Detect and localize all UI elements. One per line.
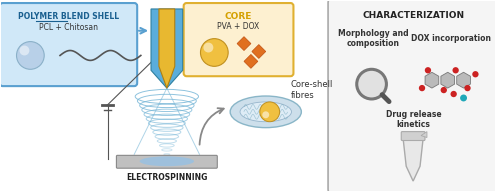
Text: Core-shell
fibres: Core-shell fibres: [290, 80, 333, 100]
Text: PVA + DOX: PVA + DOX: [218, 22, 260, 31]
Circle shape: [464, 85, 470, 91]
Text: DOX incorporation: DOX incorporation: [410, 34, 490, 43]
Circle shape: [16, 42, 44, 69]
Text: Drug release
kinetics: Drug release kinetics: [386, 110, 442, 129]
Circle shape: [356, 69, 386, 99]
Circle shape: [260, 102, 280, 122]
Text: PCL + Chitosan: PCL + Chitosan: [39, 23, 98, 32]
Polygon shape: [252, 45, 266, 58]
FancyBboxPatch shape: [328, 0, 499, 192]
Polygon shape: [425, 72, 439, 88]
Text: ELECTROSPINNING: ELECTROSPINNING: [126, 173, 208, 182]
Text: Morphology and
composition: Morphology and composition: [338, 29, 409, 48]
Circle shape: [452, 67, 459, 74]
Polygon shape: [237, 37, 251, 50]
Text: POLYMER BLEND SHELL: POLYMER BLEND SHELL: [18, 12, 119, 21]
Circle shape: [204, 43, 214, 52]
Text: CORE: CORE: [225, 12, 252, 21]
Circle shape: [472, 71, 478, 77]
Circle shape: [425, 67, 431, 74]
Ellipse shape: [240, 102, 292, 122]
Polygon shape: [403, 140, 423, 181]
FancyBboxPatch shape: [116, 155, 218, 168]
Circle shape: [450, 91, 457, 97]
Polygon shape: [421, 132, 427, 137]
Text: CHARACTERIZATION: CHARACTERIZATION: [362, 11, 464, 20]
Ellipse shape: [230, 96, 302, 128]
FancyBboxPatch shape: [0, 3, 137, 86]
Circle shape: [440, 87, 447, 93]
Circle shape: [460, 94, 467, 101]
Polygon shape: [456, 72, 470, 88]
Polygon shape: [244, 55, 258, 68]
Polygon shape: [151, 9, 182, 88]
Polygon shape: [159, 9, 175, 88]
Circle shape: [262, 111, 269, 118]
FancyBboxPatch shape: [184, 3, 294, 76]
Polygon shape: [441, 72, 454, 88]
Circle shape: [419, 85, 425, 91]
Circle shape: [20, 46, 30, 55]
Circle shape: [200, 39, 228, 66]
FancyBboxPatch shape: [401, 132, 425, 141]
Ellipse shape: [140, 156, 194, 166]
